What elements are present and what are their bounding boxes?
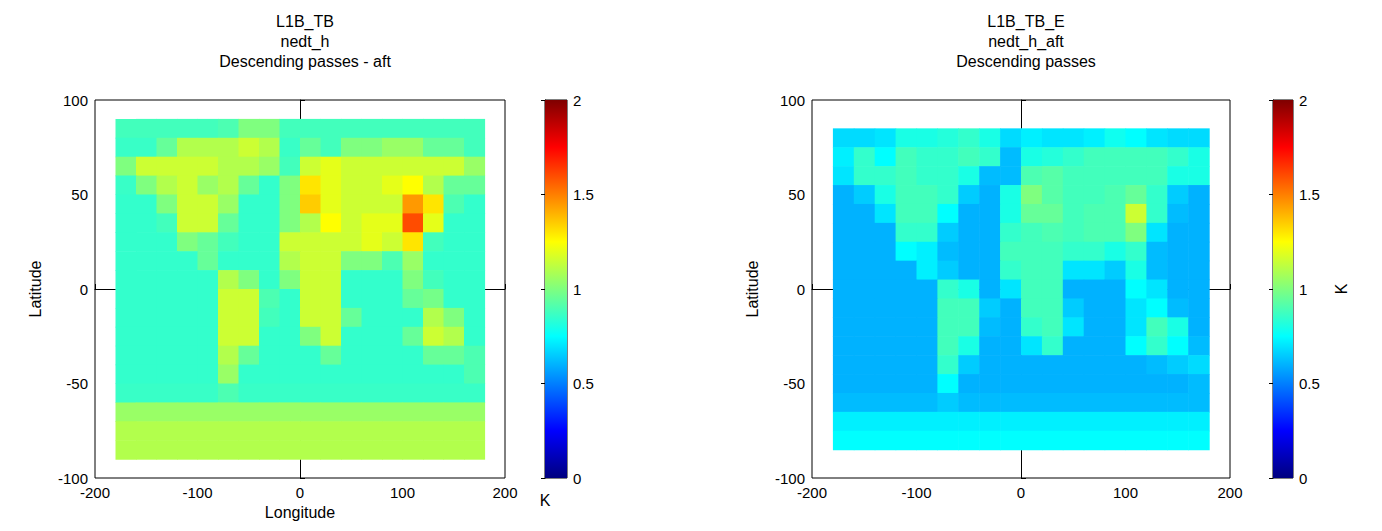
- svg-text:100: 100: [780, 92, 805, 109]
- svg-text:1: 1: [573, 281, 581, 298]
- svg-text:K: K: [540, 492, 551, 509]
- svg-text:-50: -50: [783, 375, 805, 392]
- svg-text:-100: -100: [775, 469, 805, 487]
- svg-text:0: 0: [573, 470, 581, 487]
- svg-text:Descending passes - aft: Descending passes - aft: [219, 53, 391, 70]
- svg-text:-200: -200: [80, 484, 110, 501]
- svg-text:-100: -100: [901, 484, 931, 501]
- svg-text:nedt_h_aft: nedt_h_aft: [988, 33, 1064, 51]
- svg-text:L1B_TB: L1B_TB: [276, 13, 334, 31]
- svg-text:-100: -100: [58, 469, 88, 487]
- svg-text:-200: -200: [797, 484, 827, 501]
- svg-text:100: 100: [1113, 484, 1138, 501]
- svg-text:50: 50: [71, 186, 88, 203]
- svg-text:Latitude: Latitude: [27, 260, 44, 317]
- svg-text:1.5: 1.5: [573, 186, 594, 203]
- svg-text:0: 0: [797, 281, 805, 298]
- svg-text:0: 0: [1299, 470, 1307, 487]
- svg-text:0: 0: [80, 281, 88, 298]
- svg-text:1.5: 1.5: [1299, 186, 1320, 203]
- svg-text:2: 2: [573, 92, 581, 109]
- svg-text:100: 100: [63, 92, 88, 109]
- svg-text:1: 1: [1299, 281, 1307, 298]
- svg-text:2: 2: [1299, 92, 1307, 109]
- svg-text:0: 0: [296, 484, 304, 501]
- svg-text:100: 100: [390, 484, 415, 501]
- svg-text:50: 50: [788, 186, 805, 203]
- svg-text:200: 200: [1217, 484, 1242, 501]
- svg-text:0.5: 0.5: [1299, 375, 1320, 392]
- svg-text:Longitude: Longitude: [265, 504, 335, 521]
- svg-text:0.5: 0.5: [573, 375, 594, 392]
- svg-text:0: 0: [1017, 484, 1025, 501]
- svg-text:Descending passes: Descending passes: [956, 53, 1096, 70]
- svg-text:-50: -50: [66, 375, 88, 392]
- svg-text:200: 200: [492, 484, 517, 501]
- svg-text:-100: -100: [182, 484, 212, 501]
- svg-text:K: K: [1333, 283, 1350, 294]
- svg-text:L1B_TB_E: L1B_TB_E: [987, 13, 1064, 31]
- svg-text:Latitude: Latitude: [744, 260, 761, 317]
- svg-text:nedt_h: nedt_h: [281, 33, 330, 51]
